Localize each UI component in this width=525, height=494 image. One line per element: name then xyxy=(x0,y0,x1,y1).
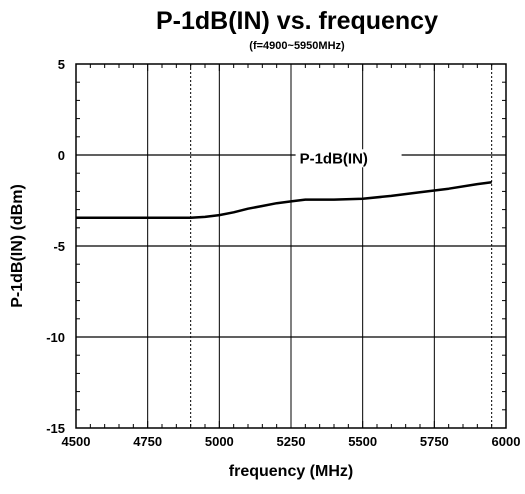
series-line-0 xyxy=(76,181,492,220)
annotation-bg-0 xyxy=(295,149,402,168)
annotations: P-1dB(IN) xyxy=(295,149,402,168)
x-tick-label: 4750 xyxy=(133,434,162,449)
grid xyxy=(76,64,506,428)
x-tick-label: 6000 xyxy=(492,434,521,449)
annotation-label-0: P-1dB(IN) xyxy=(300,150,368,167)
x-tick-label: 5500 xyxy=(348,434,377,449)
chart-subtitle: (f=4900~5950MHz) xyxy=(249,40,345,52)
x-axis-label: frequency (MHz) xyxy=(229,463,353,480)
y-axis-label: P-1dB(IN) (dBm) xyxy=(9,184,26,308)
y-tick-label: 0 xyxy=(58,148,65,163)
x-tick-label: 5750 xyxy=(420,434,449,449)
y-tick-label: 5 xyxy=(58,57,65,72)
plot-frame xyxy=(75,63,507,429)
y-tick-label: -15 xyxy=(46,421,65,436)
x-tick-label: 5000 xyxy=(205,434,234,449)
series-layer xyxy=(76,181,492,220)
y-tick-label: -5 xyxy=(53,239,65,254)
chart-title: P-1dB(IN) vs. frequency xyxy=(156,7,438,35)
x-tick-labels: 4500 4750 5000 5250 5500 5750 6000 xyxy=(62,434,521,449)
y-tick-label: -10 xyxy=(46,330,65,345)
y-tick-labels: 5 0 -5 -10 -15 xyxy=(46,57,65,436)
x-tick-label: 5250 xyxy=(277,434,306,449)
x-tick-label: 4500 xyxy=(62,434,91,449)
